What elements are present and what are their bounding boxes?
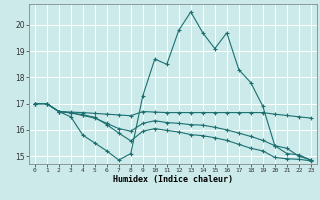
X-axis label: Humidex (Indice chaleur): Humidex (Indice chaleur) — [113, 175, 233, 184]
